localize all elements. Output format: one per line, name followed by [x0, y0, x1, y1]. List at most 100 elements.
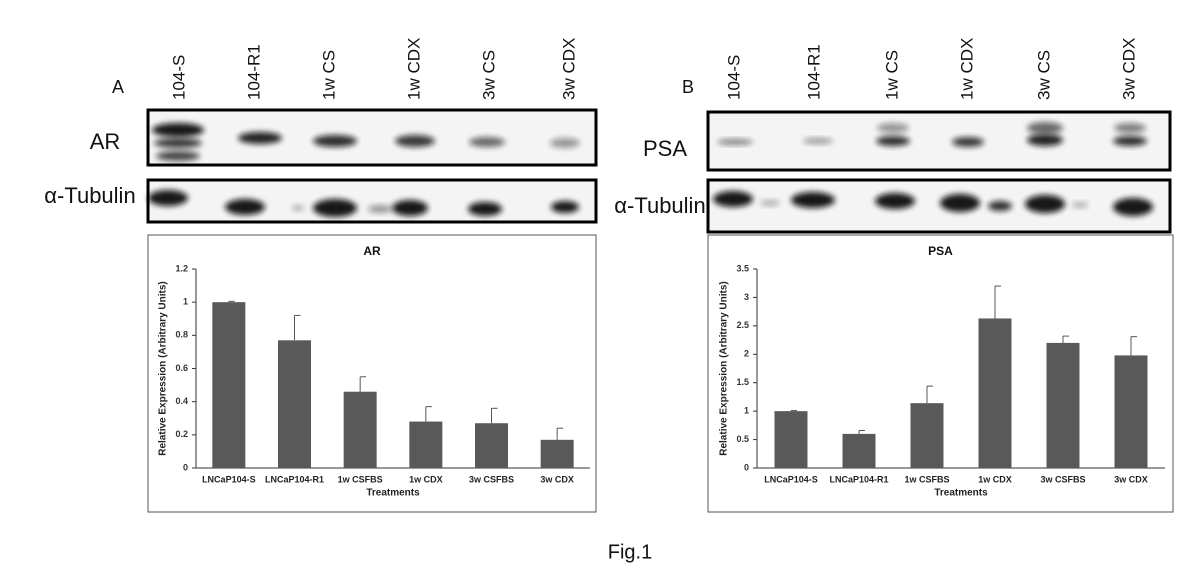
error-bar — [790, 410, 797, 412]
blot-label: PSA — [643, 136, 687, 161]
x-tick-label: 3w CSFBS — [469, 474, 514, 484]
band — [152, 123, 204, 137]
lane-label: 104-S — [169, 55, 188, 100]
blot-label: α-Tubulin — [614, 193, 705, 218]
y-tick-label: 0 — [183, 462, 188, 472]
band — [717, 139, 753, 145]
lane-label: 1w CS — [882, 50, 901, 100]
caption: Fig.1 — [608, 541, 652, 563]
band — [875, 193, 915, 209]
band — [313, 199, 357, 217]
band — [154, 138, 202, 148]
y-axis-label: Relative Expression (Arbitrary Units) — [158, 281, 169, 456]
lane-label: 1w CDX — [957, 38, 976, 100]
y-tick-label: 3 — [744, 292, 749, 302]
bar — [842, 433, 876, 468]
x-tick-label: 3w CSFBS — [1040, 474, 1085, 484]
band — [760, 200, 780, 206]
y-tick-label: 1 — [744, 406, 749, 416]
blot-frame — [146, 108, 598, 167]
blot-background — [708, 180, 1170, 232]
bar — [475, 423, 508, 468]
band — [225, 199, 265, 215]
band — [1113, 198, 1153, 216]
error-bar — [491, 407, 498, 424]
blot-frame — [706, 178, 1172, 234]
y-tick-label: 0.4 — [175, 396, 188, 406]
band — [876, 136, 910, 146]
error-bar — [1062, 335, 1069, 343]
lane-label: 3w CS — [1034, 50, 1053, 100]
bar — [278, 340, 311, 468]
chart-title: AR — [363, 244, 381, 258]
y-tick-label: 0 — [744, 462, 749, 472]
error-bar — [858, 429, 865, 434]
band — [156, 151, 200, 161]
band — [1113, 136, 1147, 146]
bar — [1114, 355, 1148, 468]
lane-label: 3w CDX — [1119, 38, 1138, 100]
error-bar — [1130, 336, 1137, 356]
blot-frame — [146, 178, 598, 224]
band — [468, 202, 502, 216]
bar — [910, 403, 944, 468]
x-tick-label: LNCaP104-R1 — [265, 474, 324, 484]
blot-label: AR — [90, 129, 121, 154]
y-tick-label: 1 — [183, 297, 188, 307]
blot-frame — [706, 110, 1172, 172]
y-tick-label: 0.2 — [175, 429, 188, 439]
blot-background — [148, 110, 596, 165]
band — [713, 191, 753, 207]
band — [392, 200, 428, 216]
error-bar — [294, 314, 301, 341]
chart-title: PSA — [928, 244, 953, 258]
y-tick-label: 1.5 — [736, 377, 749, 387]
x-tick-label: 1w CSFBS — [904, 474, 949, 484]
panel-label: A — [112, 77, 124, 97]
bar — [212, 302, 246, 468]
band — [791, 192, 835, 208]
band — [952, 137, 984, 147]
band — [550, 138, 580, 148]
error-bar — [994, 285, 1001, 319]
x-tick-label: LNCaP104-S — [202, 474, 256, 484]
y-tick-label: 0.8 — [175, 330, 188, 340]
x-axis-label: Treatments — [934, 488, 988, 499]
lane-label: 1w CS — [319, 50, 338, 100]
band — [803, 138, 833, 144]
x-tick-label: 3w CDX — [1114, 474, 1148, 484]
bar — [540, 439, 574, 468]
chart-frame — [707, 234, 1174, 513]
blot-label: α-Tubulin — [44, 183, 135, 208]
x-tick-label: LNCaP104-R1 — [829, 474, 888, 484]
lane-label: 1w CDX — [404, 38, 423, 100]
blot-background — [708, 112, 1170, 170]
lane-label: 3w CS — [479, 50, 498, 100]
bar — [1046, 342, 1080, 468]
y-tick-label: 1.2 — [175, 263, 188, 273]
x-tick-label: 1w CDX — [978, 474, 1012, 484]
band — [551, 201, 579, 213]
y-axis-label: Relative Expression (Arbitrary Units) — [719, 281, 730, 456]
lane-label: 104-S — [724, 55, 743, 100]
bar — [774, 411, 808, 468]
error-bar — [359, 376, 367, 392]
band — [313, 135, 357, 147]
lane-label: 104-R1 — [804, 44, 823, 100]
x-tick-label: 3w CDX — [540, 474, 574, 484]
band — [1025, 195, 1065, 213]
y-tick-label: 0.5 — [736, 434, 749, 444]
band — [988, 201, 1012, 211]
band — [148, 190, 188, 206]
y-tick-label: 2.5 — [736, 320, 749, 330]
lane-label: 104-R1 — [244, 44, 263, 100]
x-tick-label: 1w CDX — [409, 474, 443, 484]
band — [1027, 134, 1063, 146]
band — [877, 123, 909, 133]
y-tick-label: 3.5 — [736, 263, 749, 273]
band — [1072, 202, 1088, 208]
error-bar — [425, 406, 432, 422]
band — [368, 205, 392, 213]
x-axis-label: Treatments — [366, 488, 420, 499]
